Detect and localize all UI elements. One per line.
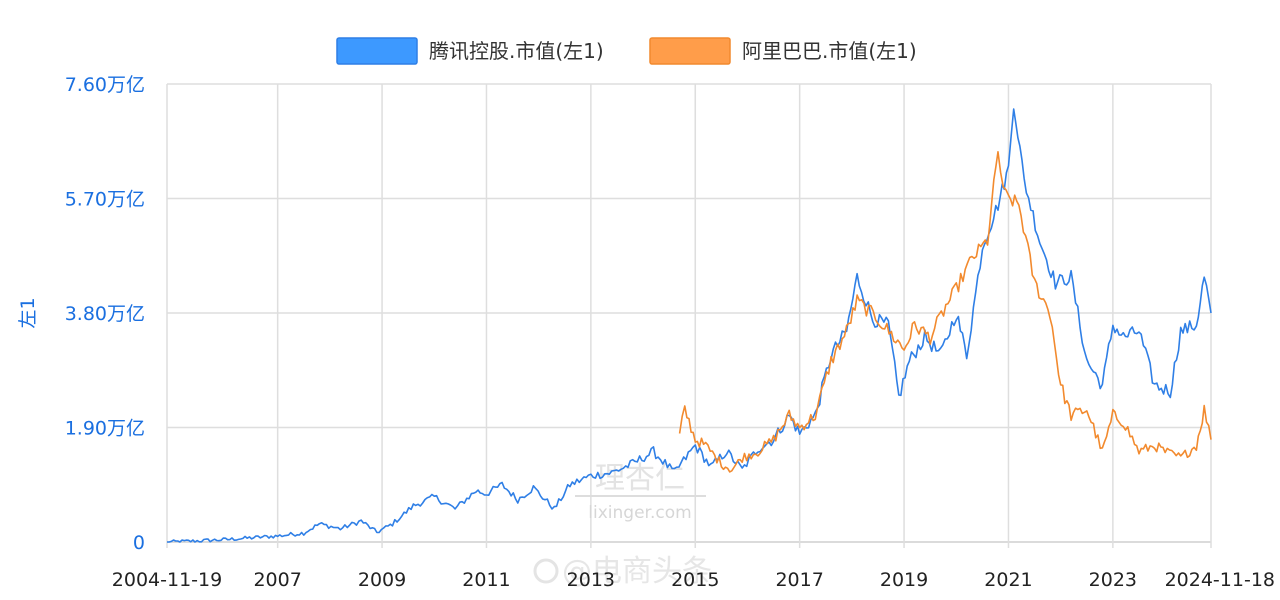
y-tick-label: 1.90万亿	[65, 418, 145, 440]
x-tick-label: 2023	[1089, 569, 1137, 591]
x-axis-ticks: 2004-11-19 2007 2009 2011 2013 2015 2017 2019 20…	[112, 569, 1275, 591]
x-tick-label: 2004-11-19	[112, 569, 222, 591]
y-tick-label: 3.80万亿	[65, 303, 145, 325]
y-axis-title: 左1	[17, 297, 39, 328]
legend-label-tencent[interactable]: 腾讯控股.市值(左1)	[429, 39, 604, 63]
series-line-alibaba	[678, 151, 1212, 473]
legend-swatch-alibaba[interactable]	[649, 37, 731, 65]
x-tick-label: 2024-11-18	[1165, 569, 1275, 591]
watermark-logo-text: 理杏仁	[595, 461, 685, 496]
legend-label-alibaba[interactable]: 阿里巴巴.市值(左1)	[742, 39, 917, 63]
x-tick-label: 2019	[880, 569, 928, 591]
series-line-tencent	[167, 108, 1212, 543]
x-tick-label: 2017	[775, 569, 823, 591]
y-axis-ticks: 0 1.90万亿 3.80万亿 5.70万亿 7.60万亿	[65, 74, 145, 554]
legend[interactable]: 腾讯控股.市值(左1) 阿里巴巴.市值(左1)	[336, 37, 917, 65]
watermark-url-text: lixinger.com	[588, 503, 691, 523]
x-tick-label: 2011	[462, 569, 510, 591]
weibo-icon	[533, 558, 559, 584]
series-layer	[167, 108, 1212, 543]
x-tick-label: 2015	[671, 569, 719, 591]
x-tick-label: 2007	[253, 569, 301, 591]
watermark-weibo-text: @电商头条	[562, 554, 712, 589]
x-tick-label: 2013	[567, 569, 615, 591]
watermark: 理杏仁 lixinger.com @电商头条	[533, 461, 712, 589]
y-tick-label: 7.60万亿	[65, 74, 145, 96]
legend-swatch-tencent[interactable]	[336, 37, 418, 65]
grid-lines	[166, 83, 1212, 548]
x-tick-label: 2021	[984, 569, 1032, 591]
y-tick-label: 5.70万亿	[65, 189, 145, 211]
y-tick-label: 0	[133, 532, 145, 554]
x-tick-label: 2009	[358, 569, 406, 591]
